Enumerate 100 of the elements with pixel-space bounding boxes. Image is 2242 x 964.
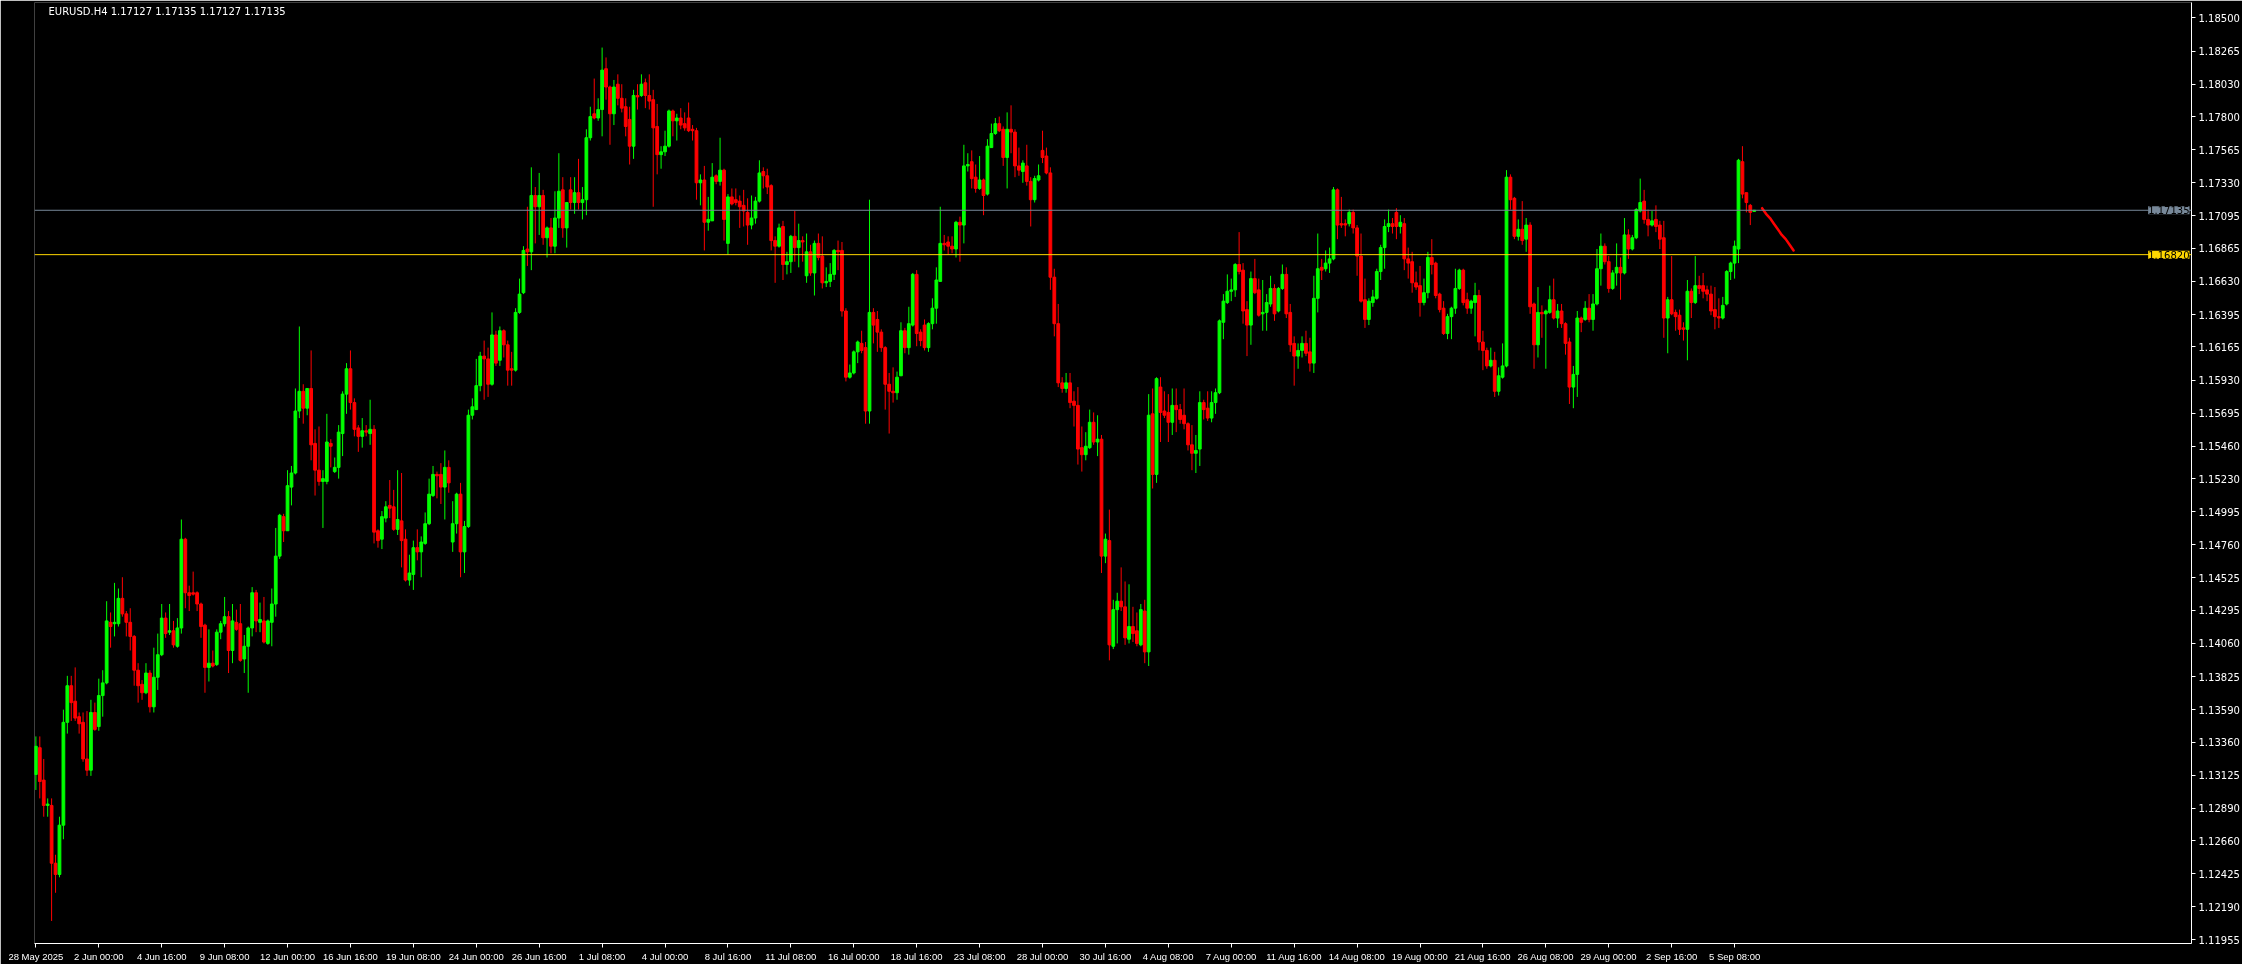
candlestick [1524,217,1529,253]
y-tick-label: 1.13125 [2198,770,2240,782]
candlestick [718,137,722,187]
x-tick-label: 23 Jul 08:00 [953,950,1006,962]
candlestick [674,113,679,142]
x-tick-label: 28 May 2025 [8,950,64,962]
x-tick-label: 2 Sep 16:00 [1646,950,1698,962]
y-tick-label: 1.14525 [2198,572,2240,584]
x-tick-label: 28 Jul 00:00 [1016,950,1069,962]
y-tick-label: 1.16630 [2198,276,2240,288]
candlestick [446,459,451,494]
candlestick [262,596,266,644]
candlestick [1547,285,1552,315]
y-tick-label: 1.13825 [2198,671,2240,683]
y-tick-label: 1.18500 [2198,13,2240,24]
y-tick-label: 1.17095 [2198,210,2240,222]
candlestick [1209,390,1214,423]
candlestick [678,107,683,130]
y-tick-label: 1.16165 [2198,341,2240,353]
x-tick-label: 26 Jun 16:00 [511,950,567,962]
ref-line-label: 1.16820 [2148,249,2190,261]
candlestick [875,310,880,353]
candlestick [1103,533,1108,564]
candlestick [525,206,530,267]
chart-title: EURUSD.H4 1.17127 1.17135 1.17127 1.17135 [48,5,286,17]
y-tick-label: 1.18265 [2198,46,2240,58]
x-tick-label: 21 Aug 16:00 [1454,950,1511,962]
x-tick-label: 7 Aug 00:00 [1205,950,1257,962]
ref-line-label: 1.17135 [2148,205,2190,217]
candlestick [1174,387,1179,433]
line-series [1760,206,1795,252]
candlestick [442,449,447,520]
y-tick-label: 1.15460 [2198,441,2240,453]
y-tick-label: 1.17800 [2198,111,2240,123]
candlestick [1614,242,1619,287]
candlestick [167,603,172,636]
candlestick [171,620,176,649]
candlestick [792,210,797,263]
candlestick [92,702,97,732]
candlestick [777,223,781,249]
candlestick [1064,372,1068,394]
x-tick-label: 19 Aug 00:00 [1391,950,1448,962]
candlestick [1555,303,1560,329]
x-tick-label: 8 Jul 16:00 [704,950,752,962]
x-tick-label: 4 Jun 16:00 [136,950,187,962]
candlestick [946,235,951,256]
candlestick [698,173,703,206]
candlestick [745,197,750,246]
candlestick [415,528,420,561]
x-tick-label: 29 Aug 00:00 [1580,950,1637,962]
y-tick-label: 1.14060 [2198,638,2240,650]
candlestick [1473,282,1477,337]
candlestick [671,109,675,137]
candlestick [439,462,443,505]
x-tick-label: 4 Jul 00:00 [641,950,689,962]
candlestick [1540,304,1544,339]
y-tick-label: 1.11955 [2198,934,2240,946]
candlestick [1127,583,1131,644]
candlestick [144,662,148,695]
candlestick [328,438,333,468]
y-tick-label: 1.17330 [2198,177,2240,189]
candlestick [969,149,974,189]
candlestick [108,611,113,649]
candlestick [824,266,829,288]
x-tick-label: 2 Jun 00:00 [73,950,124,962]
candlestick [549,217,553,254]
candlestick [1418,265,1422,318]
candlestick [800,235,805,263]
candlestick [1166,393,1171,443]
y-tick-label: 1.12890 [2198,803,2240,815]
x-tick-label: 26 Aug 08:00 [1517,950,1574,962]
x-tick-label: 5 Sep 08:00 [1708,950,1761,962]
candlestick [749,194,754,230]
candlestick [1650,210,1654,227]
candlestick [537,172,542,236]
candlestick [1020,159,1025,184]
x-tick-label: 1 Jul 08:00 [578,950,626,962]
candlestick [1323,249,1328,273]
x-tick-label: 16 Jul 00:00 [827,950,880,962]
candlestick [1587,293,1591,323]
candlestick [368,399,372,446]
x-tick-label: 11 Jul 08:00 [765,950,817,962]
candlestick [45,797,50,818]
x-tick-label: 18 Jul 16:00 [890,950,943,962]
candlestick [950,235,954,254]
candlestick [871,307,876,344]
candlestick [635,83,640,111]
x-tick-label: 12 Jun 00:00 [260,950,316,962]
candlestick [1091,411,1096,446]
candlestick [1190,424,1194,471]
candlestick [1689,287,1694,319]
x-tick-label: 30 Jul 16:00 [1079,950,1132,962]
y-tick-label: 1.14760 [2198,539,2240,551]
y-tick-label: 1.12425 [2198,868,2240,880]
candlestick [305,387,310,416]
candlestick [643,78,648,109]
candlestick [796,223,801,268]
candlestick [545,225,549,258]
candlestick [301,383,306,425]
x-tick-label: 19 Jun 08:00 [385,950,441,962]
